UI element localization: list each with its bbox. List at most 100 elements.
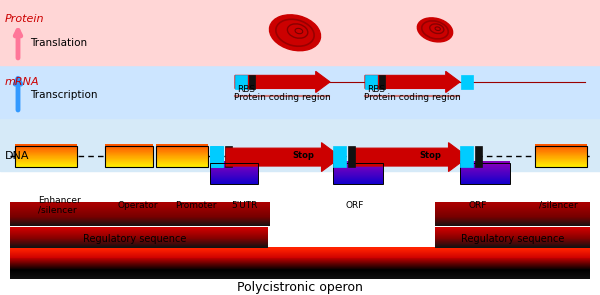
Bar <box>10 202 270 204</box>
Bar <box>10 274 590 276</box>
Bar <box>333 164 383 166</box>
Bar <box>156 149 208 151</box>
Bar <box>10 273 590 275</box>
Bar <box>10 260 590 261</box>
Bar <box>15 145 77 147</box>
Bar <box>10 245 268 246</box>
Bar <box>10 264 590 266</box>
Bar <box>535 158 587 160</box>
Bar <box>435 223 590 225</box>
Bar <box>435 233 590 235</box>
Text: ORF: ORF <box>469 201 487 210</box>
Bar <box>435 207 590 209</box>
Bar <box>210 168 258 170</box>
Bar <box>460 180 510 182</box>
Bar <box>435 206 590 207</box>
Bar <box>435 242 590 244</box>
Bar <box>10 245 268 247</box>
Text: Protein: Protein <box>5 14 44 24</box>
Bar <box>105 164 153 166</box>
Bar <box>15 164 77 166</box>
Ellipse shape <box>269 15 320 51</box>
Bar <box>10 206 270 207</box>
Bar <box>10 230 268 231</box>
Bar <box>210 179 258 181</box>
Bar <box>333 163 383 165</box>
Bar <box>10 248 590 250</box>
Bar <box>10 206 270 207</box>
Bar <box>10 219 270 221</box>
Bar <box>10 276 590 278</box>
Bar <box>435 230 590 232</box>
Bar <box>10 210 270 212</box>
Bar <box>535 154 587 156</box>
Bar <box>10 232 268 234</box>
Bar <box>105 150 153 152</box>
Bar <box>210 174 258 176</box>
Bar <box>10 270 590 271</box>
Bar <box>10 277 590 279</box>
Bar <box>10 208 270 210</box>
Bar <box>435 223 590 225</box>
Bar <box>435 219 590 221</box>
Bar <box>435 206 590 208</box>
Bar <box>210 172 258 174</box>
Bar <box>10 241 268 243</box>
Bar <box>535 145 587 147</box>
Bar <box>435 225 590 227</box>
Bar <box>15 148 77 150</box>
Bar <box>10 241 268 242</box>
Bar <box>210 162 258 164</box>
Bar <box>460 176 510 178</box>
Bar <box>435 204 590 205</box>
Bar <box>210 171 258 173</box>
Bar <box>460 180 510 182</box>
Bar <box>15 161 77 163</box>
Bar <box>10 267 590 268</box>
Bar <box>210 165 258 167</box>
Bar <box>0 118 600 171</box>
Bar <box>105 165 153 167</box>
Bar <box>10 233 268 234</box>
Bar <box>10 213 270 215</box>
Bar <box>333 170 383 171</box>
Bar <box>435 211 590 213</box>
Bar <box>210 168 258 170</box>
Bar <box>435 207 590 209</box>
Bar <box>156 152 208 154</box>
Bar <box>435 216 590 217</box>
Bar <box>10 213 270 215</box>
Bar <box>10 237 268 238</box>
Bar <box>10 211 270 213</box>
Bar <box>105 149 153 151</box>
Bar <box>333 181 383 183</box>
Bar <box>15 160 77 162</box>
Bar <box>0 0 600 65</box>
Bar <box>10 235 268 236</box>
Bar <box>10 238 268 240</box>
Bar <box>10 227 268 229</box>
Bar <box>435 211 590 213</box>
Bar <box>10 251 590 253</box>
Bar <box>15 148 77 149</box>
Bar <box>105 155 153 156</box>
Bar <box>15 162 77 164</box>
Bar <box>156 152 208 154</box>
Bar <box>10 211 270 212</box>
Bar <box>10 235 268 237</box>
Bar <box>435 238 590 240</box>
Bar <box>460 168 510 170</box>
Text: Translation: Translation <box>30 38 87 48</box>
Bar <box>535 163 587 165</box>
Bar <box>10 256 590 258</box>
Bar <box>10 277 590 278</box>
Bar <box>105 156 153 158</box>
Bar <box>10 206 270 208</box>
Bar <box>10 250 590 252</box>
Bar <box>10 228 268 230</box>
Bar <box>460 169 510 171</box>
Bar <box>10 218 270 220</box>
Bar <box>156 161 208 163</box>
Bar <box>15 146 77 148</box>
Bar <box>435 209 590 211</box>
